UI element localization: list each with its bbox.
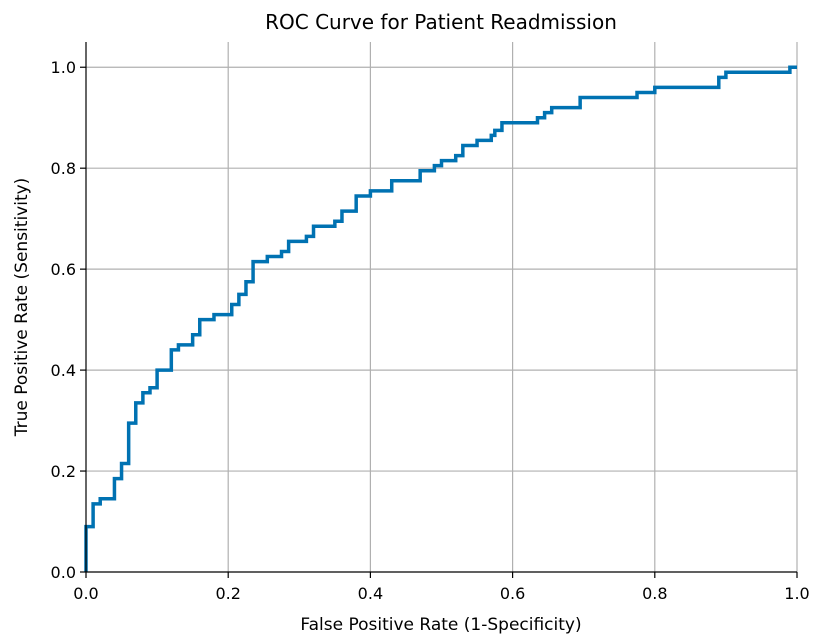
x-ticks: 0.0 0.2 0.4 0.6 0.8 1.0 <box>73 572 810 603</box>
y-ticks: 0.0 0.2 0.4 0.6 0.8 1.0 <box>51 58 86 582</box>
roc-curve-line <box>84 65 797 572</box>
y-tick-label: 0.2 <box>51 462 76 481</box>
chart-title: ROC Curve for Patient Readmission <box>265 10 617 34</box>
y-tick-label: 1.0 <box>51 58 76 77</box>
y-tick-label: 0.6 <box>51 260 76 279</box>
grid <box>86 42 798 572</box>
x-axis-label: False Positive Rate (1-Specificity) <box>300 615 581 635</box>
roc-line-group <box>84 65 797 572</box>
y-tick-label: 0.4 <box>51 361 76 380</box>
x-tick-label: 0.0 <box>73 584 98 603</box>
y-axis-label: True Positive Rate (Sensitivity) <box>12 178 32 438</box>
x-tick-label: 1.0 <box>784 584 809 603</box>
x-tick-label: 0.2 <box>215 584 240 603</box>
x-tick-label: 0.8 <box>642 584 667 603</box>
y-tick-label: 0.8 <box>51 159 76 178</box>
y-tick-label: 0.0 <box>51 563 76 582</box>
x-tick-label: 0.4 <box>358 584 383 603</box>
x-tick-label: 0.6 <box>500 584 525 603</box>
